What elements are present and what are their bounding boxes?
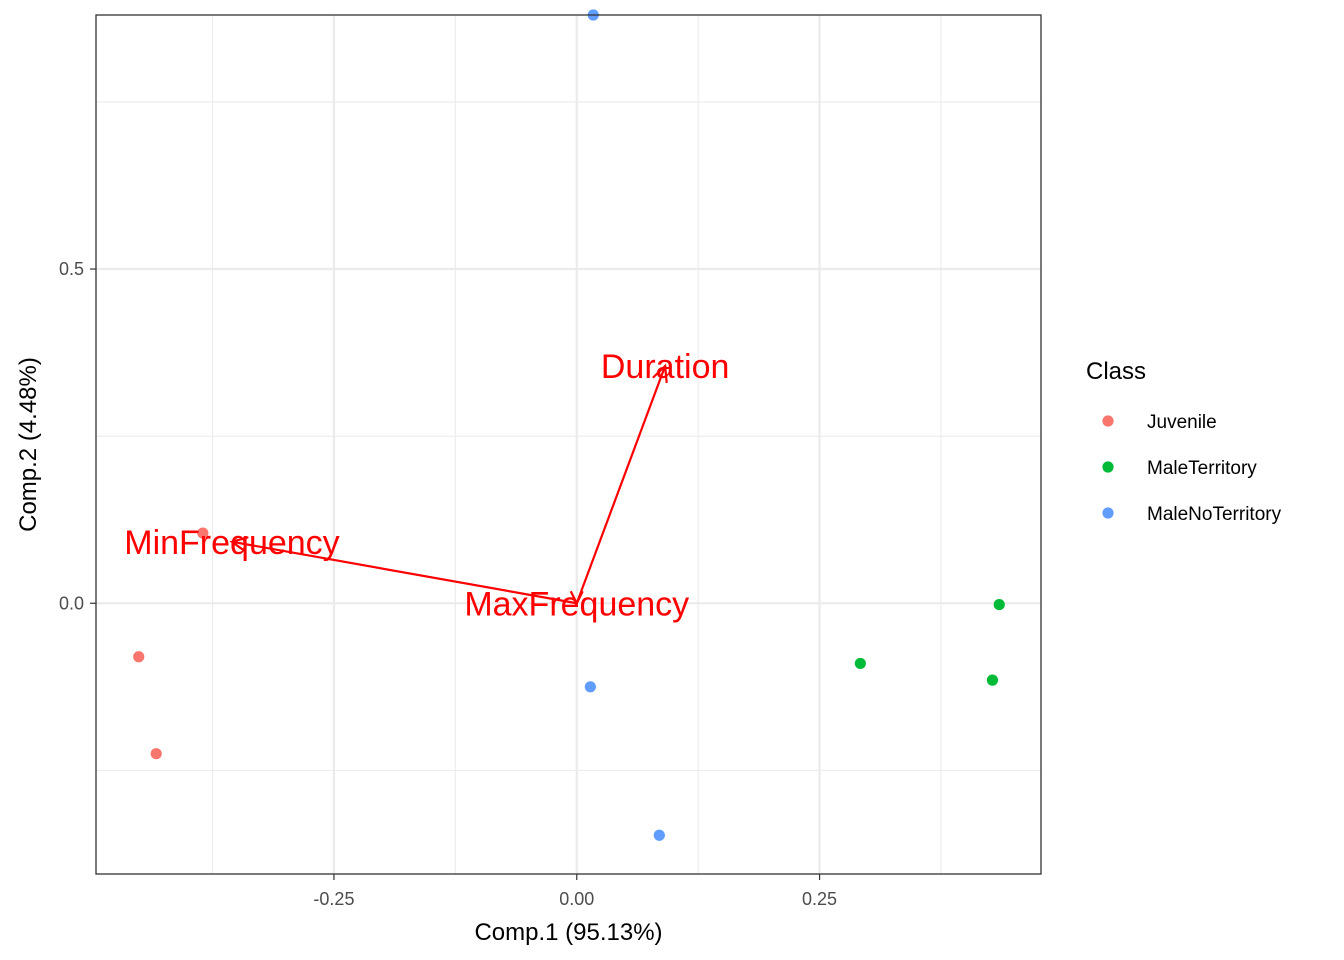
- data-point-juvenile: [150, 748, 162, 760]
- data-point-juvenile: [197, 527, 209, 539]
- axes-layer: -0.25 0.00 0.25 0.0 0.5: [59, 259, 837, 909]
- loading-arrow-duration: [575, 365, 667, 604]
- x-tick-label: 0.00: [559, 889, 594, 909]
- loading-label-duration: Duration: [601, 348, 730, 386]
- legend-key-malenoterritory: [1102, 507, 1114, 519]
- loading-label-minfrequency: MinFrequency: [124, 524, 339, 562]
- legend-key-juvenile: [1102, 415, 1114, 427]
- grid-minor: [96, 15, 1041, 874]
- arrow-head-maxfrequency: [569, 590, 584, 606]
- loading-vectors: Duration MinFrequency MaxFrequency: [124, 348, 729, 623]
- arrow-head-duration: [652, 363, 668, 383]
- y-tick-label: 0.5: [59, 259, 84, 279]
- legend-label-juvenile: Juvenile: [1147, 412, 1217, 433]
- loading-label-maxfrequency: MaxFrequency: [464, 585, 689, 623]
- legend-label-malenoterritory: MaleNoTerritory: [1147, 504, 1282, 525]
- loading-arrow-minfrequency: [231, 540, 577, 605]
- points-layer: [133, 9, 1005, 841]
- data-point-malenoterritory: [653, 829, 665, 841]
- y-tick-label: 0.0: [59, 593, 84, 613]
- plot-background: [96, 15, 1041, 874]
- data-point-malenoterritory: [584, 681, 596, 693]
- x-axis-title: Comp.1 (95.13%): [474, 919, 662, 946]
- legend-key-maleterritory: [1102, 461, 1114, 473]
- data-point-maleterritory: [854, 657, 866, 670]
- grid-major: [96, 15, 1041, 874]
- y-axis-title: Comp.2 (4.48%): [15, 357, 42, 532]
- plot-panel-border: [95, 14, 1042, 875]
- legend-label-maleterritory: MaleTerritory: [1147, 458, 1257, 479]
- arrow-head-minfrequency: [229, 536, 249, 553]
- data-point-maleterritory: [993, 599, 1005, 611]
- legend: Class Juvenile MaleTerritory MaleNoTerrito…: [1086, 358, 1282, 525]
- x-tick-label: -0.25: [313, 889, 354, 909]
- legend-title: Class: [1086, 358, 1146, 385]
- data-point-maleterritory: [986, 674, 999, 686]
- data-point-juvenile: [133, 651, 145, 663]
- x-tick-label: 0.25: [802, 889, 837, 909]
